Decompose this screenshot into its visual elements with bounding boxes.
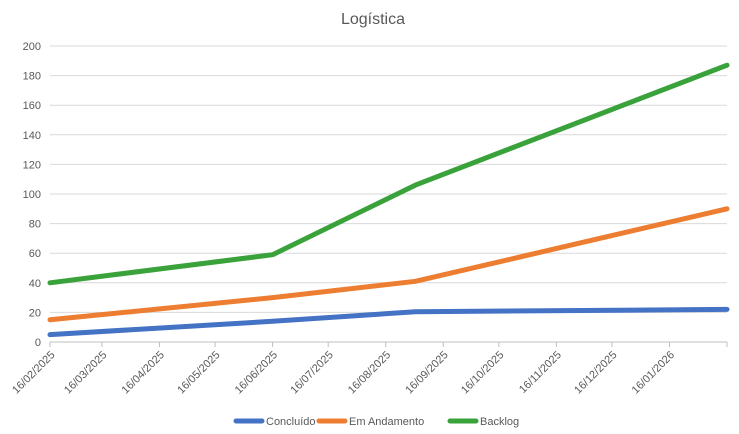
y-tick-label: 160 [23,100,41,112]
legend-label: Concluído [266,416,316,428]
y-tick-label: 140 [23,130,41,142]
series-line-1 [47,206,730,323]
x-tick-label: 16/07/2025 [288,349,335,396]
y-tick-label: 20 [29,307,41,319]
x-tick-label: 16/05/2025 [175,349,222,396]
legend-label: Em Andamento [349,416,424,428]
y-tick-label: 80 [29,219,41,231]
x-tick-label: 16/04/2025 [120,349,167,396]
y-axis-ticks: 0 20 40 60 80 100 120 140 160 180 200 [23,41,41,349]
y-tick-label: 100 [23,189,41,201]
x-tick-label: 16/10/2025 [459,349,506,396]
x-axis-ticks: 16/02/2025 16/03/2025 16/04/2025 16/05/2025… [10,342,728,397]
x-tick-label: 16/08/2025 [346,349,393,396]
y-tick-label: 0 [35,337,41,349]
y-tick-label: 180 [23,71,41,83]
x-tick-label: 16/11/2025 [517,349,564,396]
x-tick-label: 16/12/2025 [572,349,619,396]
gridlines [50,45,727,343]
x-tick-label: 16/01/2026 [630,349,677,396]
x-tick-label: 16/09/2025 [403,349,450,396]
series-line-2 [47,62,730,286]
x-tick-label: 16/03/2025 [62,349,109,396]
series-line-0 [47,306,730,338]
series-lines [47,62,730,338]
y-tick-label: 200 [23,41,41,53]
y-tick-label: 40 [29,278,41,290]
x-tick-label: 16/02/2025 [10,349,57,396]
legend: Concluído Em Andamento Backlog [233,416,519,428]
y-tick-label: 120 [23,159,41,171]
chart-title: Logística [341,11,405,28]
legend-label: Backlog [480,416,519,428]
x-tick-label: 16/06/2025 [233,349,280,396]
y-tick-label: 60 [29,248,41,260]
